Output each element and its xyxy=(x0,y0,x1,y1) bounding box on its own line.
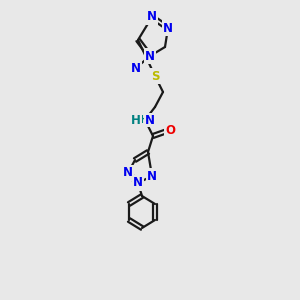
Text: O: O xyxy=(165,124,175,136)
Text: N: N xyxy=(131,61,141,74)
Text: N: N xyxy=(145,50,155,62)
Text: N: N xyxy=(123,167,133,179)
Text: N: N xyxy=(145,113,155,127)
Text: N: N xyxy=(147,11,157,23)
Text: N: N xyxy=(133,176,143,190)
Text: H: H xyxy=(131,113,141,127)
Text: N: N xyxy=(147,169,157,182)
Text: H: H xyxy=(140,115,150,125)
Text: N: N xyxy=(163,22,173,34)
Text: S: S xyxy=(151,70,159,83)
